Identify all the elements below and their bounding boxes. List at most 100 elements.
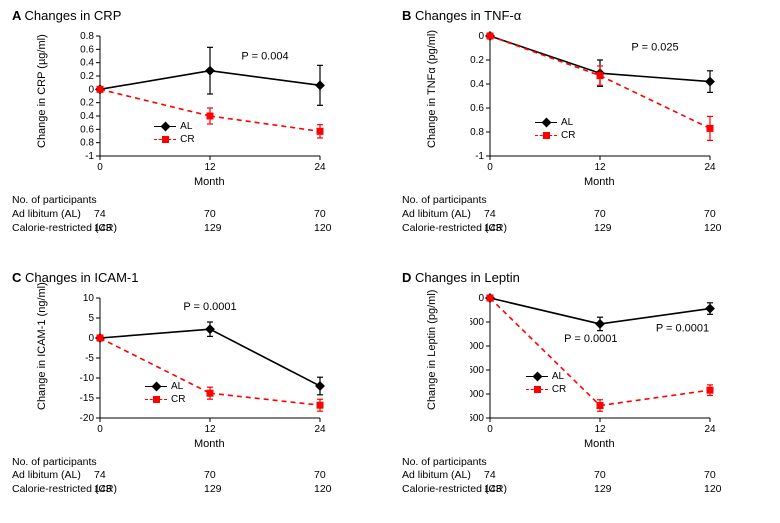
panel-letter: D	[402, 270, 411, 285]
participants-value: 143	[94, 222, 112, 236]
participants-value: 143	[484, 483, 502, 497]
x-axis-label: Month	[584, 438, 615, 450]
chart-svg: -12500-10000-7500-5000-2500001224P = 0.0…	[470, 292, 730, 438]
svg-text:-1: -1	[85, 151, 94, 162]
participants-value: 129	[204, 483, 222, 497]
svg-text:-7500: -7500	[470, 365, 484, 376]
participants-value: 70	[704, 469, 716, 483]
participants-row: Calorie-restricted (CR)143129120	[402, 483, 542, 497]
p-value: P = 0.0001	[183, 301, 236, 313]
legend: AL CR	[526, 370, 566, 396]
svg-text:12: 12	[204, 424, 216, 435]
legend-label: AL	[180, 121, 192, 132]
legend-item-cr: CR	[526, 383, 566, 396]
participants-header: No. of participants	[12, 456, 152, 470]
svg-text:-2500: -2500	[470, 317, 484, 328]
svg-text:0: 0	[88, 84, 94, 95]
legend-label: AL	[561, 117, 573, 128]
participants-header: No. of participants	[12, 194, 152, 208]
panel-grid: A Changes in CRP -1 -0.8 -0.6 -0.4 -0.2 0 0.2 0.…	[0, 0, 780, 523]
participants-value: 74	[94, 208, 106, 222]
legend-item-al: AL	[145, 380, 185, 393]
participants-value: 129	[204, 222, 222, 236]
panel-C: C Changes in ICAM-1-20-15-10-5051001224P…	[0, 262, 390, 523]
legend: AL CR	[145, 380, 185, 406]
panel-title: A Changes in CRP	[12, 8, 121, 23]
svg-text:-0.2: -0.2	[470, 55, 484, 66]
x-axis-label: Month	[194, 176, 225, 188]
participants-value: 120	[704, 483, 722, 497]
participants-row: Ad libitum (AL)747070	[12, 208, 152, 222]
participants-row-label: Ad libitum (AL)	[402, 469, 542, 483]
y-axis-label: Change in TNFα (pg/ml)	[426, 30, 438, 148]
svg-text:-20: -20	[80, 413, 94, 424]
participants-row-label: Calorie-restricted (CR)	[402, 483, 542, 497]
legend-label: CR	[561, 130, 575, 141]
p-value-24: P = 0.0001	[656, 322, 709, 334]
svg-text:-0.6: -0.6	[80, 124, 94, 135]
svg-text:24: 24	[314, 424, 326, 435]
participants-row-label: Ad libitum (AL)	[12, 469, 152, 483]
participants-value: 143	[94, 483, 112, 497]
svg-text:5: 5	[88, 313, 94, 324]
panel-subtitle: Changes in Leptin	[415, 270, 520, 285]
legend-label: CR	[171, 394, 185, 405]
svg-text:-15: -15	[80, 393, 94, 404]
participants-header: No. of participants	[402, 456, 542, 470]
panel-subtitle: Changes in TNF-α	[415, 8, 521, 23]
participants-row: Calorie-restricted (CR)143129120	[402, 222, 542, 236]
participants-header: No. of participants	[402, 194, 542, 208]
participants-value: 120	[314, 483, 332, 497]
svg-text:0: 0	[478, 293, 484, 304]
participants-row-label: Calorie-restricted (CR)	[12, 222, 152, 236]
participants-value: 143	[484, 222, 502, 236]
chart-svg: -1-0.8-0.6-0.4-0.200.20.40.60.801224P = …	[80, 30, 340, 176]
svg-text:10: 10	[83, 293, 95, 304]
legend-label: AL	[171, 381, 183, 392]
svg-text:0.2: 0.2	[80, 71, 94, 82]
participants-value: 74	[484, 208, 496, 222]
participants-value: 70	[594, 469, 606, 483]
legend-item-al: AL	[535, 116, 575, 129]
panel-letter: C	[12, 270, 21, 285]
participants-row-label: Ad libitum (AL)	[12, 208, 152, 222]
x-axis-label: Month	[194, 438, 225, 450]
participants-row-label: Calorie-restricted (CR)	[12, 483, 152, 497]
p-value: P = 0.004	[241, 50, 288, 62]
participants-value: 70	[314, 469, 326, 483]
svg-text:0.8: 0.8	[80, 31, 94, 42]
svg-text:0.4: 0.4	[80, 58, 94, 69]
svg-text:-0.6: -0.6	[470, 103, 484, 114]
participants-table: No. of participantsAd libitum (AL)747070…	[12, 456, 152, 498]
legend-label: CR	[552, 384, 566, 395]
panel-D: D Changes in Leptin-12500-10000-7500-500…	[390, 262, 780, 523]
svg-text:-0.8: -0.8	[470, 127, 484, 138]
svg-text:0: 0	[88, 333, 94, 344]
svg-text:12: 12	[594, 162, 606, 173]
svg-text:-0.4: -0.4	[470, 79, 484, 90]
legend-item-al: AL	[154, 120, 194, 133]
legend: ALCR	[154, 120, 194, 146]
svg-text:12: 12	[594, 424, 606, 435]
y-axis-label: Change in CRP (µg/ml)	[36, 34, 48, 148]
panel-B: B Changes in TNF-α-1-0.8-0.6-0.4-0.20012…	[390, 0, 780, 262]
svg-text:-0.2: -0.2	[80, 98, 94, 109]
participants-value: 74	[94, 469, 106, 483]
participants-row: Calorie-restricted (CR)143129120	[12, 222, 152, 236]
legend-item-cr: CR	[145, 393, 185, 406]
svg-text:24: 24	[704, 162, 716, 173]
legend-item-cr: CR	[535, 129, 575, 142]
participants-value: 70	[704, 208, 716, 222]
participants-row: Ad libitum (AL)747070	[402, 469, 542, 483]
svg-text:0: 0	[97, 162, 103, 173]
participants-table: No. of participantsAd libitum (AL)747070…	[402, 194, 542, 236]
legend-item-al: AL	[526, 370, 566, 383]
participants-value: 120	[704, 222, 722, 236]
svg-text:-0.4: -0.4	[80, 111, 94, 122]
participants-value: 129	[594, 222, 612, 236]
legend-label: AL	[552, 371, 564, 382]
p-value: P = 0.025	[631, 41, 678, 53]
participants-row: Ad libitum (AL)747070	[12, 469, 152, 483]
participants-row-label: Ad libitum (AL)	[402, 208, 542, 222]
svg-text:24: 24	[314, 162, 326, 173]
